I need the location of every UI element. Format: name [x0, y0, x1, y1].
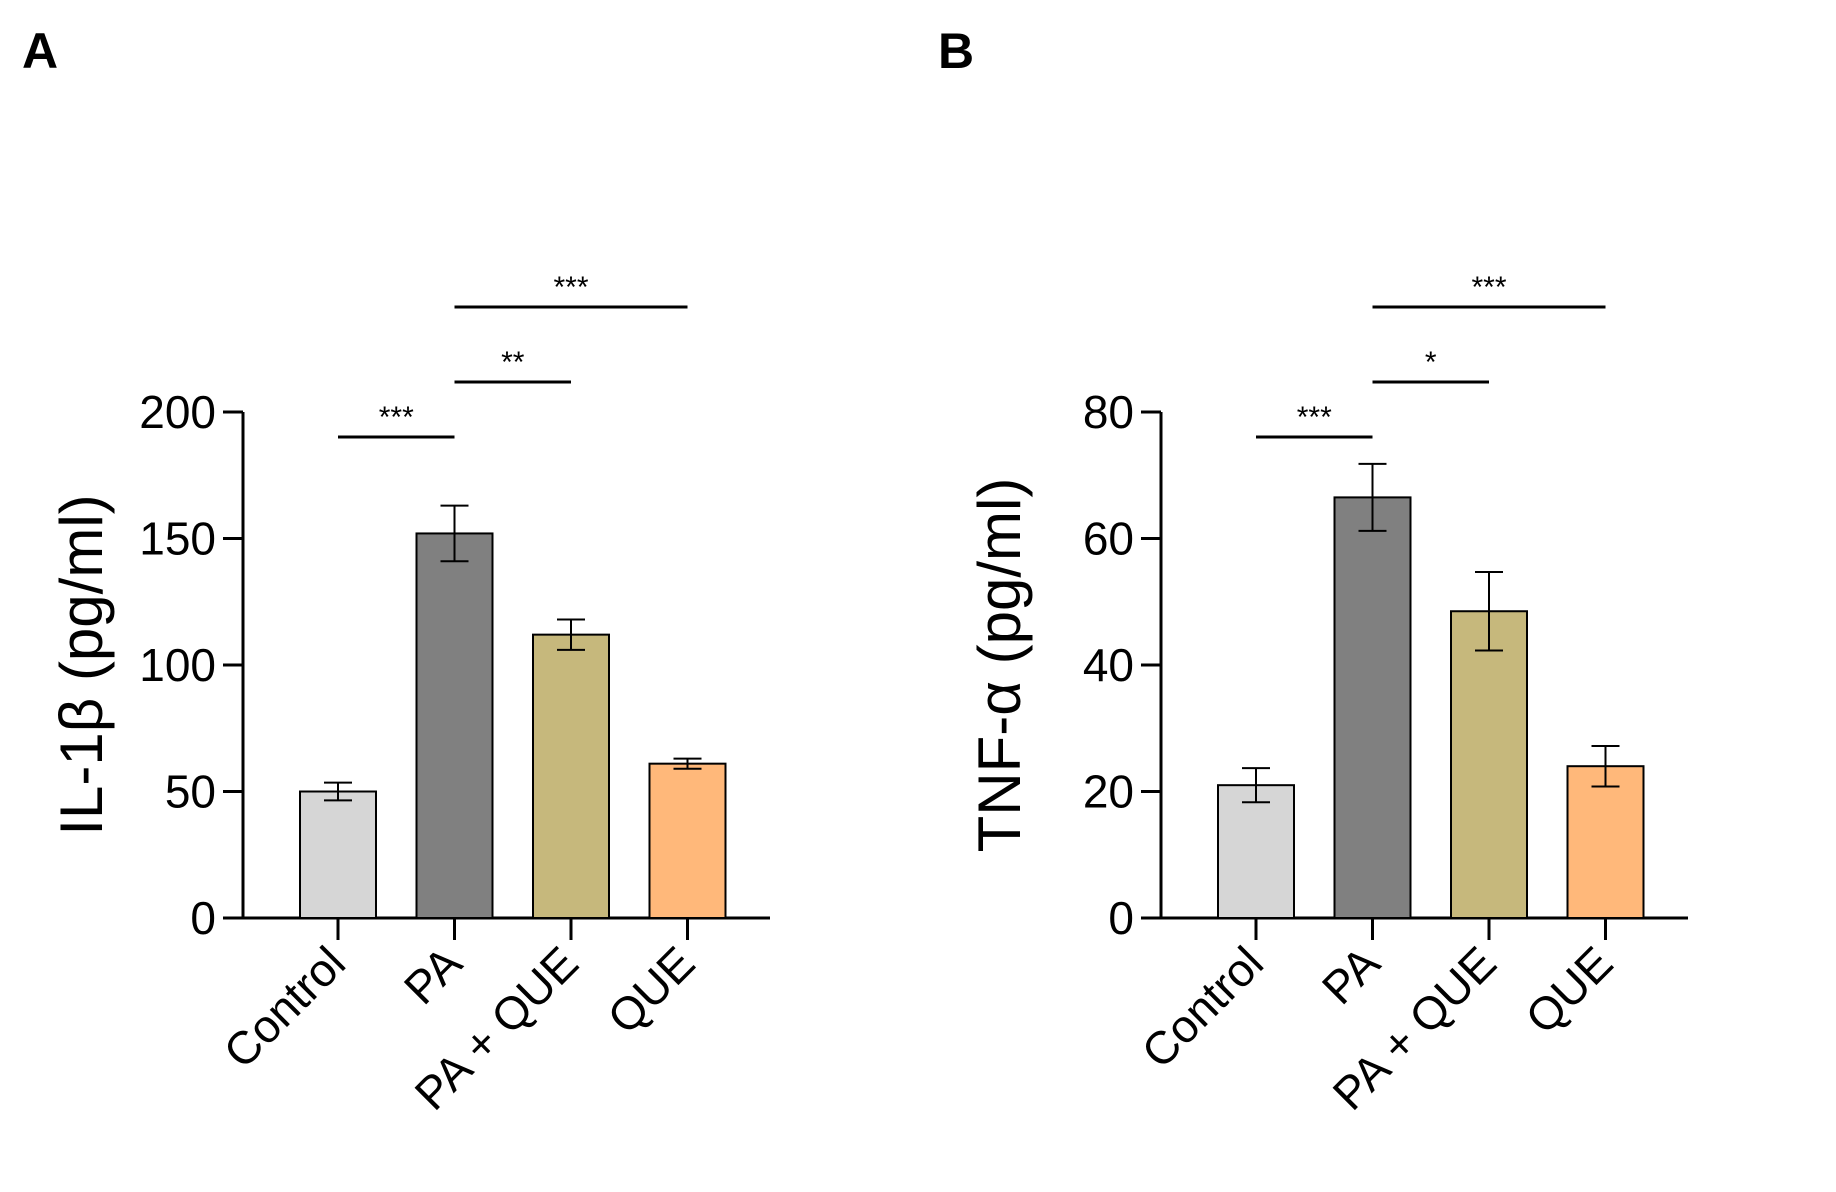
significance-label: *** [379, 401, 414, 434]
error-bar [557, 618, 585, 651]
significance-label: *** [1297, 401, 1332, 434]
bar-pa-que [532, 633, 610, 919]
error-bar [324, 781, 352, 802]
y-tick-label: 150 [139, 513, 216, 565]
panel-label-b: B [938, 23, 975, 79]
y-tick-label: 20 [1083, 766, 1134, 818]
error-bar [1242, 767, 1270, 804]
significance-bracket: *** [1372, 271, 1606, 309]
error-bar [1591, 744, 1620, 788]
x-category-label: PA [1312, 936, 1390, 1014]
y-tick-label: 60 [1083, 513, 1134, 565]
y-tick-label: 40 [1083, 639, 1134, 691]
x-category-label: QUE [1515, 936, 1622, 1043]
panel-label-a: A [22, 23, 59, 79]
error-bar [440, 504, 469, 563]
bar-que [648, 762, 727, 919]
x-category-label: Control [1131, 936, 1273, 1078]
bar-pa [1333, 496, 1412, 919]
y-tick-label: 0 [190, 892, 216, 944]
bar-pa-que [1450, 610, 1528, 919]
y-axis-label: IL-1β (pg/ml) [48, 494, 115, 835]
y-tick-label: 200 [139, 386, 216, 438]
significance-bracket: *** [454, 271, 688, 309]
error-bar [1358, 462, 1387, 532]
significance-bracket: *** [1256, 401, 1373, 439]
x-category-label: QUE [597, 936, 704, 1043]
significance-label: * [1425, 346, 1437, 379]
y-axis-label: TNF-α (pg/ml) [966, 478, 1033, 853]
error-bar [1475, 571, 1503, 652]
significance-bracket: *** [338, 401, 455, 439]
bar-pa [415, 532, 494, 919]
significance-label: ** [501, 346, 525, 379]
significance-bracket: * [1372, 346, 1489, 384]
significance-bracket: ** [454, 346, 571, 384]
bar-que [1566, 765, 1645, 920]
significance-label: *** [1471, 271, 1506, 304]
y-tick-label: 0 [1108, 892, 1134, 944]
bar-control [299, 790, 377, 919]
y-tick-label: 50 [165, 766, 216, 818]
significance-label: *** [553, 271, 588, 304]
x-category-label: Control [213, 936, 355, 1078]
y-tick-label: 100 [139, 639, 216, 691]
bar-control [1217, 784, 1295, 919]
x-category-label: PA [394, 936, 472, 1014]
y-tick-label: 80 [1083, 386, 1134, 438]
error-bar [673, 757, 702, 770]
